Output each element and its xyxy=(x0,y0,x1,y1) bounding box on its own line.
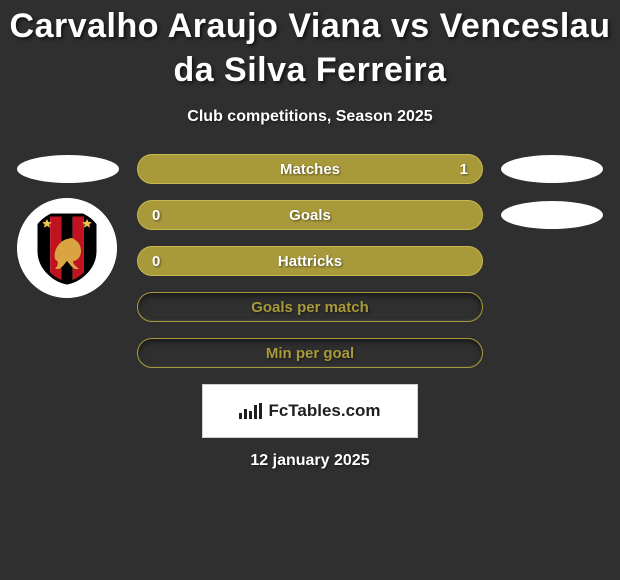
right-slot xyxy=(501,338,603,368)
brand-card[interactable]: FcTables.com xyxy=(202,384,418,438)
stat-pill: Matches 1 xyxy=(137,154,483,184)
footer-date: 12 january 2025 xyxy=(8,452,612,470)
stat-label: Goals per match xyxy=(138,299,482,316)
stat-label: Min per goal xyxy=(138,345,482,362)
left-slot xyxy=(17,338,119,368)
right-slot xyxy=(501,200,603,230)
comparison-table: Matches 1 0 Goals 0 Hattricks xyxy=(8,154,612,368)
right-slot xyxy=(501,246,603,276)
right-slot xyxy=(501,292,603,322)
stat-label: Matches xyxy=(138,161,482,178)
team-placeholder-oval xyxy=(17,155,119,183)
team-placeholder-oval xyxy=(501,155,603,183)
stat-label: Goals xyxy=(138,207,482,224)
brand-text: FcTables.com xyxy=(268,401,380,421)
stat-pill: Goals per match xyxy=(137,292,483,322)
team-left-badge xyxy=(17,198,117,298)
stat-left-value: 0 xyxy=(152,253,160,270)
stat-pill: 0 Hattricks xyxy=(137,246,483,276)
bar-chart-icon xyxy=(239,403,262,419)
stat-row: Min per goal xyxy=(8,338,612,368)
stat-row: Matches 1 xyxy=(8,154,612,184)
subtitle: Club competitions, Season 2025 xyxy=(8,108,612,126)
team-placeholder-oval xyxy=(501,201,603,229)
stat-left-value: 0 xyxy=(152,207,160,224)
stat-pill: 0 Goals xyxy=(137,200,483,230)
stat-right-value: 1 xyxy=(460,161,468,178)
left-slot xyxy=(17,154,119,184)
page-title: Carvalho Araujo Viana vs Venceslau da Si… xyxy=(8,0,612,92)
right-slot xyxy=(501,154,603,184)
stat-label: Hattricks xyxy=(138,253,482,270)
stat-pill: Min per goal xyxy=(137,338,483,368)
team-left-badge-wrap xyxy=(16,198,118,298)
